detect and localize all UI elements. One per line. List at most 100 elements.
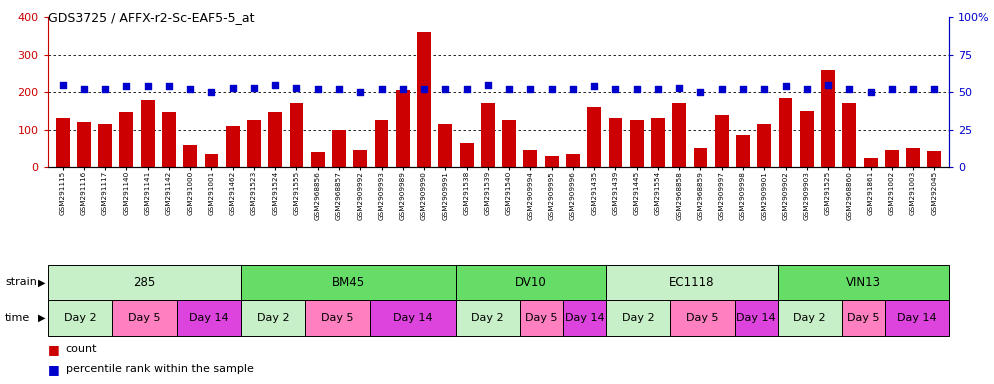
Text: percentile rank within the sample: percentile rank within the sample <box>66 364 253 374</box>
Bar <box>605 265 777 300</box>
Point <box>777 83 793 89</box>
Bar <box>459 143 473 167</box>
Bar <box>183 145 197 167</box>
Bar <box>48 265 241 300</box>
Bar <box>864 158 878 167</box>
Text: Day 2: Day 2 <box>621 313 654 323</box>
Bar <box>119 112 133 167</box>
Bar <box>566 154 580 167</box>
Bar <box>226 126 240 167</box>
Bar <box>268 112 282 167</box>
Point <box>693 89 709 95</box>
Bar <box>98 124 112 167</box>
Point <box>267 82 283 88</box>
Text: Day 2: Day 2 <box>256 313 289 323</box>
Bar <box>821 70 835 167</box>
Point <box>374 86 390 92</box>
Point <box>140 83 156 89</box>
Text: Day 5: Day 5 <box>321 313 354 323</box>
Bar <box>354 150 367 167</box>
Bar <box>670 300 735 336</box>
Bar <box>651 118 665 167</box>
Bar <box>162 112 176 167</box>
Point <box>650 86 666 92</box>
Point <box>416 86 432 92</box>
Point <box>799 86 815 92</box>
Point <box>437 86 453 92</box>
Point <box>395 86 411 92</box>
Text: Day 14: Day 14 <box>898 313 937 323</box>
Point <box>671 84 687 91</box>
Text: GDS3725 / AFFX-r2-Sc-EAF5-5_at: GDS3725 / AFFX-r2-Sc-EAF5-5_at <box>48 12 254 25</box>
Text: Day 14: Day 14 <box>189 313 229 323</box>
Point <box>161 83 177 89</box>
Bar <box>241 300 305 336</box>
Bar <box>370 300 455 336</box>
Bar <box>438 124 452 167</box>
Point <box>884 86 900 92</box>
Bar <box>545 156 559 167</box>
Point <box>458 86 474 92</box>
Text: Day 14: Day 14 <box>565 313 604 323</box>
Bar <box>455 265 605 300</box>
Bar <box>800 111 814 167</box>
Bar <box>672 103 686 167</box>
Text: Day 5: Day 5 <box>128 313 161 323</box>
Text: Day 14: Day 14 <box>393 313 432 323</box>
Bar <box>777 265 949 300</box>
Text: ■: ■ <box>48 343 60 356</box>
Text: ▶: ▶ <box>38 277 46 288</box>
Point <box>565 86 580 92</box>
Bar <box>563 300 605 336</box>
Bar <box>481 103 495 167</box>
Point <box>586 83 602 89</box>
Bar <box>605 300 670 336</box>
Point <box>182 86 198 92</box>
Bar <box>927 151 941 167</box>
Point <box>480 82 496 88</box>
Point <box>523 86 539 92</box>
Point <box>820 82 836 88</box>
Text: Day 2: Day 2 <box>793 313 826 323</box>
Bar <box>205 154 219 167</box>
Bar <box>305 300 370 336</box>
Point <box>736 86 751 92</box>
Bar <box>141 100 154 167</box>
Bar <box>77 122 90 167</box>
Bar <box>375 120 389 167</box>
Bar <box>455 300 520 336</box>
Bar <box>630 120 643 167</box>
Text: Day 5: Day 5 <box>847 313 880 323</box>
Bar <box>907 148 920 167</box>
Point <box>204 89 220 95</box>
Bar <box>842 300 885 336</box>
Text: Day 14: Day 14 <box>737 313 776 323</box>
Bar <box>778 98 792 167</box>
Bar <box>248 120 260 167</box>
Bar <box>311 152 325 167</box>
Point <box>55 82 71 88</box>
Bar <box>757 124 771 167</box>
Point <box>714 86 730 92</box>
Point <box>863 89 879 95</box>
Bar <box>587 107 601 167</box>
Text: Day 5: Day 5 <box>525 313 558 323</box>
Point <box>225 84 241 91</box>
Bar <box>715 115 729 167</box>
Bar <box>332 130 346 167</box>
Bar <box>396 90 410 167</box>
Bar <box>885 300 949 336</box>
Text: ■: ■ <box>48 362 60 376</box>
Bar <box>777 300 842 336</box>
Bar <box>177 300 241 336</box>
Bar <box>502 120 516 167</box>
Text: Day 2: Day 2 <box>471 313 504 323</box>
Point <box>926 86 942 92</box>
Text: VIN13: VIN13 <box>846 276 881 289</box>
Bar <box>56 118 70 167</box>
Point <box>906 86 921 92</box>
Bar <box>520 300 563 336</box>
Bar <box>112 300 177 336</box>
Bar <box>524 150 538 167</box>
Point <box>544 86 560 92</box>
